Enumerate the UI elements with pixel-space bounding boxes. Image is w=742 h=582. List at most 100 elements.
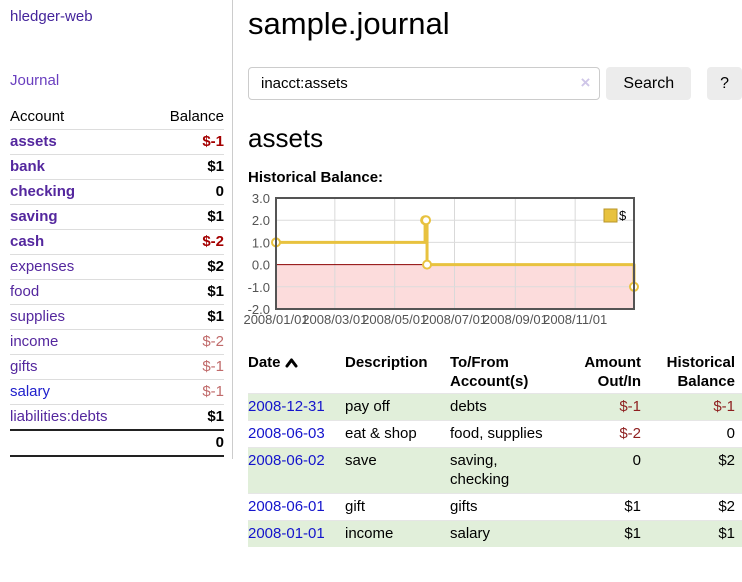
register-col-amount: Amount Out/In: [556, 351, 641, 394]
balance-header-line2: Balance: [677, 373, 735, 390]
account-balance: 0: [147, 179, 224, 205]
svg-text:3.0: 3.0: [252, 191, 270, 206]
account-row: supplies $1: [10, 304, 224, 330]
transaction-accounts: debts: [450, 398, 487, 415]
account-row: expenses $2: [10, 254, 224, 280]
app-brand-link[interactable]: hledger-web: [10, 8, 93, 25]
main-content: sample.journal × Search ? assets Histori…: [243, 0, 742, 547]
transaction-accounts: food, supplies: [450, 425, 543, 442]
svg-text:0.0: 0.0: [252, 258, 270, 273]
transaction-description: eat & shop: [345, 425, 417, 442]
svg-text:2008/11/01: 2008/11/01: [543, 312, 607, 327]
account-link-assets[interactable]: assets: [10, 133, 57, 150]
transaction-row: 2008-01-01 income salary $1 $1: [248, 520, 742, 547]
nav-journal-link[interactable]: Journal: [10, 72, 60, 89]
transaction-date-link[interactable]: 2008-01-01: [248, 525, 325, 542]
transaction-row: 2008-06-01 gift gifts $1 $2: [248, 493, 742, 521]
account-row: income $-2: [10, 329, 224, 355]
transaction-date-link[interactable]: 2008-06-02: [248, 452, 325, 469]
account-row: gifts $-1: [10, 354, 224, 380]
account-link-food[interactable]: food: [10, 283, 40, 300]
transaction-date-link[interactable]: 2008-06-03: [248, 425, 325, 442]
transaction-amount: 0: [632, 452, 641, 469]
svg-text:-2.0: -2.0: [248, 302, 270, 317]
account-row: checking 0: [10, 179, 224, 205]
transaction-date-link[interactable]: 2008-12-31: [248, 398, 325, 415]
clear-search-icon[interactable]: ×: [580, 73, 591, 92]
accounts-col-account: Account: [10, 108, 65, 125]
register-col-tofrom: To/From Account(s): [450, 351, 556, 394]
register-header-row: Date Description To/From Account(s) Amou…: [248, 351, 742, 394]
svg-text:2008/03/01: 2008/03/01: [302, 312, 367, 327]
account-link-salary[interactable]: salary: [10, 383, 51, 400]
account-balance: $-1: [147, 379, 224, 405]
transaction-description: pay off: [345, 398, 390, 415]
transaction-balance: $2: [718, 498, 735, 515]
transaction-row: 2008-06-02 save saving, checking 0 $2: [248, 447, 742, 494]
register-col-date[interactable]: Date: [248, 351, 345, 394]
transaction-date-link[interactable]: 2008-06-01: [248, 498, 325, 515]
svg-text:2.0: 2.0: [252, 213, 270, 228]
account-balance: $-2: [147, 229, 224, 255]
register-table: Date Description To/From Account(s) Amou…: [248, 351, 742, 547]
account-row: cash $-2: [10, 229, 224, 255]
date-header-label: Date: [248, 354, 281, 371]
account-link-liabilities-debts[interactable]: liabilities:debts: [10, 408, 108, 425]
account-link-income[interactable]: income: [10, 333, 59, 350]
transaction-balance: 0: [726, 425, 735, 442]
svg-text:-1.0: -1.0: [248, 280, 270, 295]
search-input[interactable]: [248, 67, 601, 100]
account-row: salary $-1: [10, 379, 224, 405]
accounts-table-header: Account Balance: [10, 106, 224, 130]
sidebar: hledger-web Journal Account Balance asse…: [0, 0, 233, 459]
transaction-row: 2008-12-31 pay off debts $-1 $-1: [248, 393, 742, 421]
account-balance: $1: [147, 154, 224, 180]
account-row: assets $-1: [10, 129, 224, 155]
account-link-supplies[interactable]: supplies: [10, 308, 66, 325]
account-link-gifts[interactable]: gifts: [10, 358, 38, 375]
historical-balance-chart: 2008/01/01 2008/03/01 2008/05/01 2008/07/01…: [243, 191, 742, 330]
transaction-amount: $1: [624, 525, 641, 542]
tofrom-header-line1: To/From: [450, 354, 509, 371]
account-heading: assets: [248, 123, 324, 153]
account-link-cash[interactable]: cash: [10, 233, 45, 250]
account-link-expenses[interactable]: expenses: [10, 258, 75, 275]
account-balance: $2: [147, 254, 224, 280]
svg-text:2008/01/01: 2008/01/01: [243, 312, 308, 327]
search-box: ×: [248, 67, 601, 100]
account-link-saving[interactable]: saving: [10, 208, 58, 225]
account-balance: $-2: [147, 329, 224, 355]
help-button[interactable]: ?: [707, 67, 742, 100]
transaction-amount: $-1: [619, 398, 641, 415]
accounts-total-value: 0: [147, 429, 224, 457]
chart-canvas: 2008/01/012008/03/012008/05/012008/07/01…: [243, 191, 639, 327]
search-button[interactable]: Search: [606, 67, 692, 100]
chart-title: Historical Balance:: [248, 169, 384, 186]
account-balance: $1: [147, 304, 224, 330]
transaction-balance: $2: [718, 452, 735, 469]
svg-text:2008/05/01: 2008/05/01: [362, 312, 427, 327]
transaction-description: save: [345, 452, 377, 469]
sort-ascending-icon: [285, 358, 298, 368]
account-balance: $1: [147, 279, 224, 305]
balance-header-line1: Historical: [666, 354, 735, 371]
account-balance: $1: [147, 204, 224, 230]
amount-header-line2: Out/In: [597, 373, 641, 390]
accounts-col-balance: Balance: [169, 108, 224, 125]
account-row: saving $1: [10, 204, 224, 230]
transaction-balance: $-1: [713, 398, 735, 415]
transaction-accounts: saving, checking: [450, 452, 510, 488]
svg-text:1.0: 1.0: [252, 235, 270, 250]
account-balance: $-1: [147, 354, 224, 380]
account-link-checking[interactable]: checking: [10, 183, 76, 200]
transaction-description: gift: [345, 498, 366, 515]
register-col-balance: Historical Balance: [641, 351, 742, 394]
transaction-amount: $1: [624, 498, 641, 515]
account-link-bank[interactable]: bank: [10, 158, 46, 175]
register-col-description: Description: [345, 354, 428, 371]
transaction-accounts: gifts: [450, 498, 478, 515]
account-row: bank $1: [10, 154, 224, 180]
transaction-balance: $1: [718, 525, 735, 542]
accounts-total-row: 0: [10, 429, 224, 457]
tofrom-header-line2: Account(s): [450, 373, 529, 390]
